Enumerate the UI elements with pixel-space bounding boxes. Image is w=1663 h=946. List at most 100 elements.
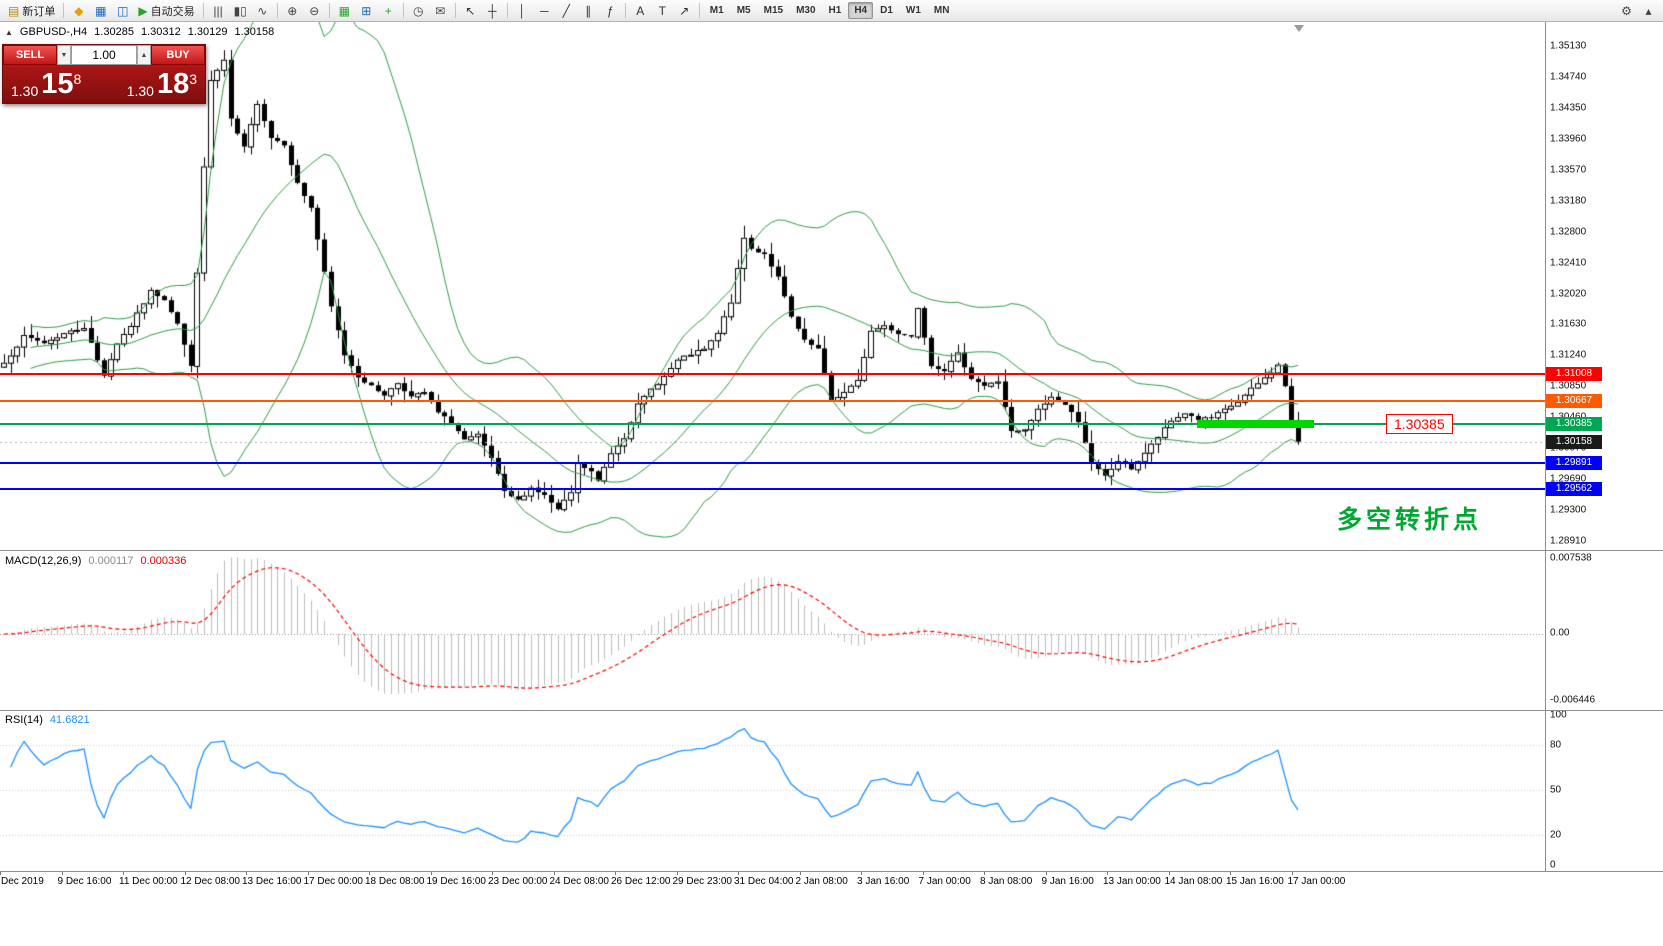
market-watch-button[interactable]: ▦ [90, 1, 111, 20]
buy-price[interactable]: 1.30 18 3 [127, 68, 197, 101]
price-callout[interactable]: 1.30385 [1386, 414, 1453, 434]
toolbar: ▤ 新订单 ◆ ▦ ◫ ▶ 自动交易 ||| ▮▯ ∿ ⊕ ⊖ ▦ ⊞ + ◷ ✉ ↖ ┼ │ ─ ╱ ∥ ƒ A T ↗ M1 M5 M… [0, 0, 1663, 22]
symbol-ohlc-line: ▲ GBPUSD-,H4 1.30285 1.30312 1.30129 1.3… [5, 26, 274, 38]
auto-trading-icon: ▶ [138, 3, 148, 18]
time-tick [123, 872, 124, 875]
candlestick-chart-button[interactable]: ▮▯ [230, 1, 251, 20]
macd-canvas[interactable] [0, 551, 1545, 710]
bar-chart-button[interactable]: ||| [208, 1, 229, 20]
time-axis-label: 14 Jan 08:00 [1164, 876, 1223, 887]
sell-price[interactable]: 1.30 15 8 [11, 68, 81, 101]
rsi-canvas[interactable] [0, 711, 1545, 871]
timeframe-h1-button[interactable]: H1 [828, 5, 842, 16]
price-chart-canvas[interactable] [0, 22, 1545, 550]
tile-windows-button[interactable]: ⊞ [356, 1, 377, 20]
time-tick [184, 872, 186, 875]
horizontal-line-1.31008[interactable] [0, 373, 1545, 376]
collapse-toolbar-icon: ▴ [1645, 3, 1652, 18]
vertical-line-button[interactable]: │ [512, 1, 533, 20]
rsi-axis-label: 50 [1550, 784, 1562, 796]
label-button[interactable]: T [652, 1, 673, 20]
rsi-axis-label: 80 [1550, 739, 1562, 751]
time-axis-label: 18 Dec 08:00 [365, 876, 425, 887]
alerts-button[interactable]: ✉ [430, 1, 451, 20]
horizontal-line-1.29562[interactable] [0, 488, 1545, 491]
timeframe-d1-button[interactable]: D1 [880, 5, 893, 16]
auto-trading-button[interactable]: ▶ 自动交易 [134, 1, 198, 20]
cursor-button[interactable]: ↖ [460, 1, 481, 20]
timeframe-h4-button[interactable]: H4 [848, 2, 874, 19]
arrow-tool-icon: ↗ [679, 3, 690, 18]
volume-down-button[interactable]: ▼ [57, 45, 71, 65]
time-tick [1230, 872, 1231, 875]
sell-button[interactable]: SELL [3, 45, 57, 65]
time-axis-label: 26 Dec 12:00 [611, 876, 671, 887]
zoom-out-button[interactable]: ⊖ [304, 1, 325, 20]
timeframe-m1-button[interactable]: M1 [709, 5, 724, 16]
line-chart-button[interactable]: ∿ [252, 1, 273, 20]
grid-button[interactable]: ▦ [334, 1, 355, 20]
clock-button[interactable]: ◷ [408, 1, 429, 20]
macd-title: MACD(12,26,9) [5, 555, 82, 567]
time-axis-label: 29 Dec 23:00 [672, 876, 733, 887]
time-axis-label: 13 Dec 16:00 [242, 876, 302, 887]
horizontal-line-1.30385[interactable] [0, 422, 1545, 425]
time-tick [0, 872, 1, 875]
macd-axis-zero: 0.00 [1550, 627, 1570, 639]
price-axis-label: 1.34350 [1550, 102, 1587, 114]
arrow-tool-button[interactable]: ↗ [674, 1, 695, 20]
channel-button[interactable]: ∥ [578, 1, 599, 20]
toolbar-separator [506, 3, 508, 18]
time-axis-label: 9 Jan 16:00 [1041, 876, 1094, 887]
timeframe-mn-button[interactable]: MN [933, 5, 950, 16]
timeframe-w1-button[interactable]: W1 [905, 5, 921, 16]
settings-button[interactable]: ⚙ [1616, 1, 1637, 20]
rsi-splitter[interactable] [0, 710, 1663, 711]
fibonacci-button[interactable]: ƒ [600, 1, 621, 20]
horizontal-line-button[interactable]: ─ [534, 1, 555, 20]
time-axis-label: 8 Jan 08:00 [980, 876, 1033, 887]
highlight-zone[interactable] [1197, 419, 1314, 428]
horizontal-line-1.30667[interactable] [0, 400, 1545, 403]
bar-chart-icon: ||| [213, 3, 223, 18]
price-axis-label: 1.29690 [1550, 473, 1587, 485]
timeframe-m30-button[interactable]: M30 [796, 5, 816, 16]
time-tick [922, 872, 924, 875]
label-icon: T [658, 3, 666, 18]
cursor-icon: ↖ [465, 3, 476, 18]
new-chart-button[interactable]: + [378, 1, 399, 20]
crosshair-button[interactable]: ┼ [482, 1, 503, 20]
time-axis-label: Dec 2019 [1, 876, 44, 887]
price-badge-1.29562: 1.29562 [1546, 482, 1602, 497]
rsi-value: 41.6821 [49, 714, 90, 726]
price-axis-label: 1.35130 [1550, 40, 1587, 52]
chart-profiles-button[interactable]: ◆ [68, 1, 89, 20]
one-click-top-row: SELL ▼ 1.00 ▲ BUY [3, 45, 205, 65]
one-click-toggle-icon[interactable]: ▲ [5, 27, 13, 37]
horizontal-line-1.29891[interactable] [0, 461, 1545, 464]
trendline-button[interactable]: ╱ [556, 1, 577, 20]
chart-annotation[interactable]: 多空转折点 [1337, 506, 1483, 534]
macd-axis-top: 0.007538 [1550, 552, 1592, 564]
timeframe-m5-button[interactable]: M5 [736, 5, 751, 16]
new-order-button[interactable]: ▤ 新订单 [4, 1, 59, 20]
price-axis-separator[interactable] [1545, 22, 1546, 871]
macd-main-value: 0.000117 [88, 555, 134, 567]
data-window-button[interactable]: ◫ [112, 1, 133, 20]
time-axis-label: 3 Jan 16:00 [857, 876, 910, 887]
chart-shift-marker[interactable] [1294, 25, 1304, 32]
toolbar-separator [202, 3, 204, 18]
volume-input[interactable]: 1.00 [71, 45, 137, 65]
volume-up-button[interactable]: ▲ [137, 45, 151, 65]
sell-price-sup: 8 [73, 70, 82, 87]
text-button[interactable]: A [630, 1, 651, 20]
price-axis-label: 1.30850 [1550, 380, 1587, 392]
macd-splitter[interactable] [0, 550, 1663, 551]
time-tick [738, 872, 739, 875]
price-axis-label: 1.29300 [1550, 504, 1587, 516]
zoom-in-button[interactable]: ⊕ [282, 1, 303, 20]
timeframe-m15-button[interactable]: M15 [763, 5, 784, 16]
collapse-toolbar-button[interactable]: ▴ [1638, 1, 1659, 20]
buy-button[interactable]: BUY [151, 45, 205, 65]
time-tick [1107, 872, 1108, 875]
